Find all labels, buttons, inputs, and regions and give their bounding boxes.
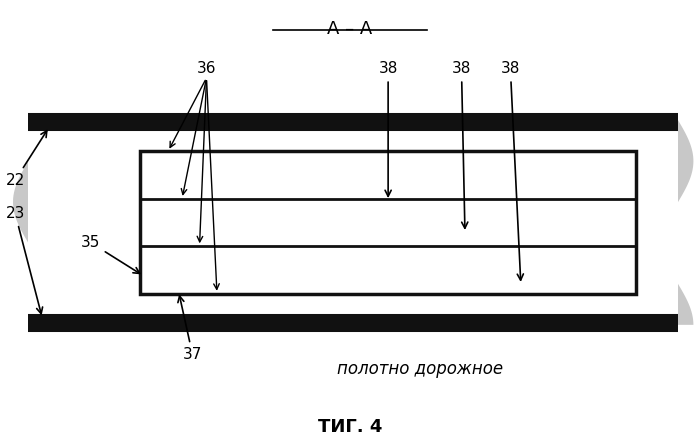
Text: 35: 35 <box>81 235 140 273</box>
Text: полотно дорожное: полотно дорожное <box>336 360 503 378</box>
Text: 37: 37 <box>178 296 202 362</box>
Text: ΤИГ. 4: ΤИГ. 4 <box>317 418 382 436</box>
Text: 38: 38 <box>500 61 524 280</box>
Text: А – А: А – А <box>327 20 373 38</box>
Text: 38: 38 <box>452 61 471 228</box>
Polygon shape <box>13 120 693 325</box>
Bar <box>140 151 636 294</box>
Bar <box>29 128 678 317</box>
Text: 22: 22 <box>6 131 47 188</box>
Text: 38: 38 <box>378 61 398 196</box>
Text: 23: 23 <box>6 206 43 314</box>
Text: 36: 36 <box>196 61 216 77</box>
